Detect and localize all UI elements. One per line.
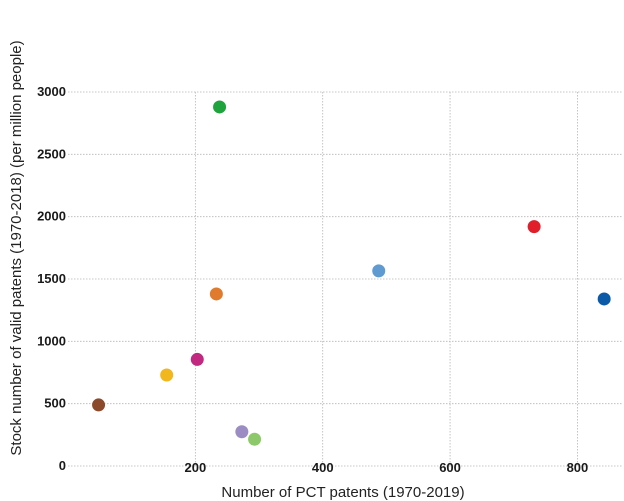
data-point: [160, 368, 174, 382]
y-tick-label: 1500: [37, 271, 66, 286]
data-point: [372, 264, 386, 278]
y-tick-label: 500: [44, 396, 66, 411]
data-point: [248, 432, 262, 446]
data-points: [92, 100, 611, 446]
y-axis-title: Stock number of valid patents (1970-2018…: [8, 40, 25, 455]
y-tick-label: 3000: [37, 84, 66, 99]
data-point: [209, 287, 223, 301]
y-axis-ticks: 0 500 1000 1500 2000 2500 3000: [37, 84, 66, 473]
y-tick-label: 2500: [37, 146, 66, 161]
data-point: [235, 425, 249, 439]
x-axis-ticks: 200 400 600 800: [185, 460, 589, 475]
data-point: [213, 100, 227, 114]
grid: [68, 91, 622, 467]
x-tick-label: 600: [439, 460, 461, 475]
x-tick-label: 400: [312, 460, 334, 475]
x-axis-title: Number of PCT patents (1970-2019): [221, 484, 464, 501]
data-point: [190, 352, 204, 366]
x-tick-label: 800: [567, 460, 589, 475]
y-tick-label: 2000: [37, 209, 66, 224]
y-tick-label: 1000: [37, 333, 66, 348]
data-point: [597, 292, 611, 306]
y-tick-label: 0: [59, 458, 66, 473]
data-point: [92, 398, 106, 412]
x-tick-label: 200: [185, 460, 207, 475]
data-point: [527, 220, 541, 234]
